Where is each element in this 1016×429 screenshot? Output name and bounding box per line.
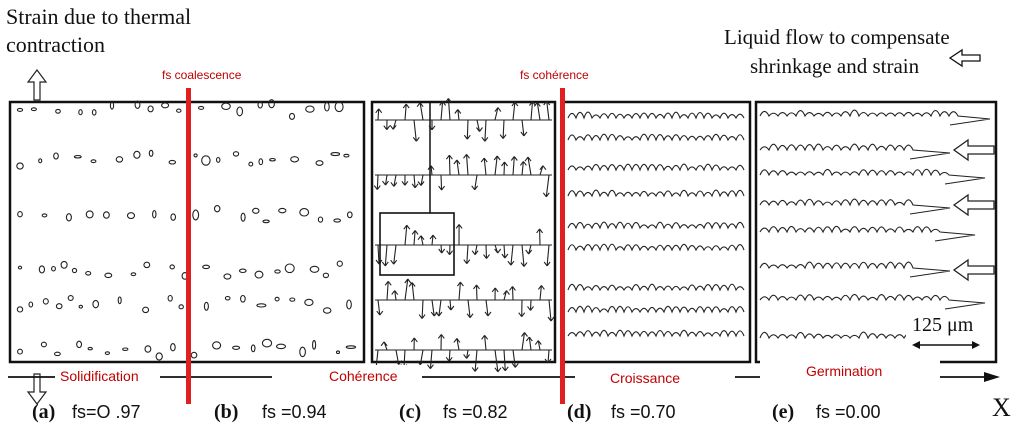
- dendrite-network: [372, 98, 555, 373]
- equiaxed-grains: [16, 99, 357, 361]
- stage-croissance: Croissance: [610, 370, 680, 386]
- scale-bar-arrowheads: [912, 341, 980, 349]
- strain-label-line2: contraction: [6, 32, 105, 57]
- columnar-dendrites-d: [567, 111, 745, 338]
- svg-text:fs =0.70: fs =0.70: [611, 402, 676, 422]
- strain-up-arrow-icon: [26, 69, 48, 101]
- fs-coherence-label: fs cohérence: [520, 68, 589, 82]
- svg-text:(e): (e): [772, 401, 794, 423]
- svg-text:fs =0.00: fs =0.00: [816, 402, 881, 422]
- svg-text:(b): (b): [214, 401, 238, 423]
- strain-label-line1: Strain due to thermal: [6, 4, 191, 29]
- svg-text:fs =0.94: fs =0.94: [262, 402, 327, 422]
- strain-down-arrow-icon: [26, 373, 48, 405]
- panel-c-frame: [370, 100, 557, 364]
- svg-text:(a): (a): [32, 401, 55, 423]
- svg-text:(d): (d): [567, 401, 591, 423]
- panel-d-frame: [561, 100, 752, 364]
- x-axis-arrowhead: [984, 372, 1000, 382]
- columnar-dendrites-e: [759, 109, 991, 348]
- panel-label-c: (c) fs =0.82: [399, 401, 508, 423]
- liquid-flow-label-line1: Liquid flow to compensate: [724, 25, 950, 49]
- fs-coherence-marker: [560, 88, 565, 404]
- inflow-arrow-icon: [952, 193, 995, 217]
- fs-coalescence-marker: [186, 88, 191, 404]
- x-axis-label: X: [992, 393, 1011, 422]
- svg-text:fs =0.82: fs =0.82: [443, 402, 508, 422]
- scale-bar-label: 125 μm: [912, 314, 974, 336]
- panel-label-d: (d) fs =0.70: [567, 401, 676, 423]
- inflow-arrow-icon: [952, 258, 995, 282]
- liquid-flow-arrow-icon: [948, 48, 981, 68]
- liquid-flow-label-line2: shrinkage and strain: [750, 54, 920, 78]
- panel-label-a: (a) fs=O .97: [32, 401, 141, 423]
- fs-coalescence-label: fs coalescence: [162, 68, 242, 82]
- svg-text:fs=O .97: fs=O .97: [72, 402, 141, 422]
- zoom-callout-box: [379, 212, 455, 276]
- panel-label-b: (b) fs =0.94: [214, 401, 327, 423]
- inflow-arrow-icon: [952, 138, 995, 162]
- stage-coherence: Cohérence: [329, 368, 398, 384]
- panel-label-e: (e) fs =0.00: [772, 401, 881, 423]
- stage-solidification: Solidification: [60, 368, 139, 384]
- stage-germination: Germination: [806, 363, 882, 379]
- svg-text:(c): (c): [399, 401, 421, 423]
